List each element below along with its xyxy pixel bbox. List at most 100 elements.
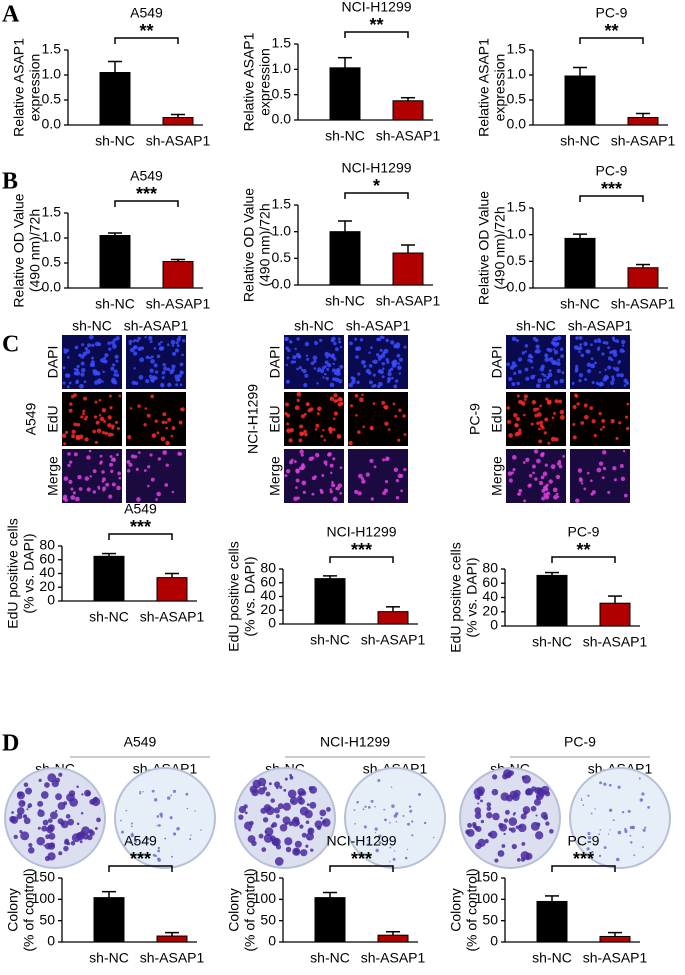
cell xyxy=(312,355,318,361)
cell xyxy=(538,480,544,486)
x-tick-label: sh-NC xyxy=(89,950,129,966)
bar xyxy=(599,935,631,943)
cell xyxy=(143,423,147,427)
cell xyxy=(576,402,580,406)
colony xyxy=(404,856,408,860)
cell xyxy=(557,358,561,362)
cell xyxy=(94,440,99,444)
cell xyxy=(101,470,105,474)
colony xyxy=(374,805,376,808)
cell xyxy=(370,346,373,349)
cell xyxy=(607,346,610,349)
colony xyxy=(65,814,71,819)
colony xyxy=(289,796,299,806)
colony xyxy=(375,848,379,853)
y-tick-label: 1.5 xyxy=(272,35,292,51)
bar xyxy=(377,934,409,943)
cell xyxy=(172,351,177,356)
cell xyxy=(108,347,112,351)
cell xyxy=(393,467,399,473)
cell xyxy=(101,477,106,482)
cell xyxy=(335,399,339,403)
colony xyxy=(185,792,189,796)
cell xyxy=(513,371,517,376)
cell xyxy=(174,374,179,379)
cell xyxy=(93,415,98,419)
cell xyxy=(398,408,402,412)
colony xyxy=(271,822,278,828)
cell xyxy=(150,359,155,364)
cell xyxy=(85,415,88,419)
colony xyxy=(617,785,621,789)
cell xyxy=(517,369,522,374)
colony xyxy=(489,830,498,839)
y-tick-label: 0 xyxy=(490,617,498,633)
cell xyxy=(62,366,66,370)
cell xyxy=(144,336,147,339)
y-tick-label: 150 xyxy=(475,869,499,885)
bar xyxy=(392,252,424,286)
cell xyxy=(358,473,363,479)
cell xyxy=(110,469,114,474)
cell xyxy=(583,341,588,347)
cell xyxy=(131,380,136,385)
cell xyxy=(381,375,385,379)
panel-label: A xyxy=(2,2,20,28)
cell xyxy=(547,441,551,445)
cell xyxy=(98,414,102,417)
chart-title: NCI-H1299 xyxy=(326,833,396,849)
colony xyxy=(170,794,173,797)
colony xyxy=(580,799,583,802)
colony xyxy=(308,786,313,791)
row-label: EdU xyxy=(45,405,61,432)
cell xyxy=(91,356,94,360)
cell xyxy=(84,437,89,442)
cell xyxy=(369,458,374,463)
cell xyxy=(382,367,385,370)
bar xyxy=(564,237,596,289)
cell xyxy=(551,416,555,420)
cell xyxy=(153,347,157,350)
cell xyxy=(532,471,536,475)
colony xyxy=(19,829,23,834)
cell xyxy=(382,458,386,462)
y-tick-label: 0.0 xyxy=(507,116,527,132)
chart-title: PC-9 xyxy=(596,5,628,21)
cell xyxy=(546,491,551,496)
colony xyxy=(276,786,279,790)
plate xyxy=(569,767,671,869)
y-tick-label: 20 xyxy=(39,578,55,594)
colony xyxy=(300,849,308,857)
colony xyxy=(389,846,392,849)
cell xyxy=(554,399,559,404)
cell xyxy=(292,355,297,360)
cell xyxy=(604,341,609,345)
micrograph xyxy=(61,392,122,446)
cell xyxy=(385,338,389,343)
significance: * xyxy=(373,176,380,196)
colony xyxy=(598,854,602,858)
colony xyxy=(44,782,50,788)
cell xyxy=(103,419,106,423)
cell xyxy=(149,340,153,344)
cell xyxy=(313,367,317,370)
colony xyxy=(275,814,280,819)
cell xyxy=(511,382,516,386)
colony xyxy=(131,822,133,825)
cell xyxy=(583,487,587,491)
cell xyxy=(612,352,618,358)
cell xyxy=(578,373,584,378)
cell xyxy=(373,359,378,365)
cell xyxy=(96,428,102,434)
cell xyxy=(537,412,542,417)
cell xyxy=(117,471,122,476)
cell xyxy=(611,377,615,382)
colony xyxy=(320,816,323,820)
colony xyxy=(411,834,414,837)
colony xyxy=(76,832,84,839)
y-tick-label: 0 xyxy=(268,615,276,631)
colony xyxy=(497,850,505,857)
cell xyxy=(359,397,364,403)
colony xyxy=(367,806,371,809)
cell xyxy=(578,350,581,354)
